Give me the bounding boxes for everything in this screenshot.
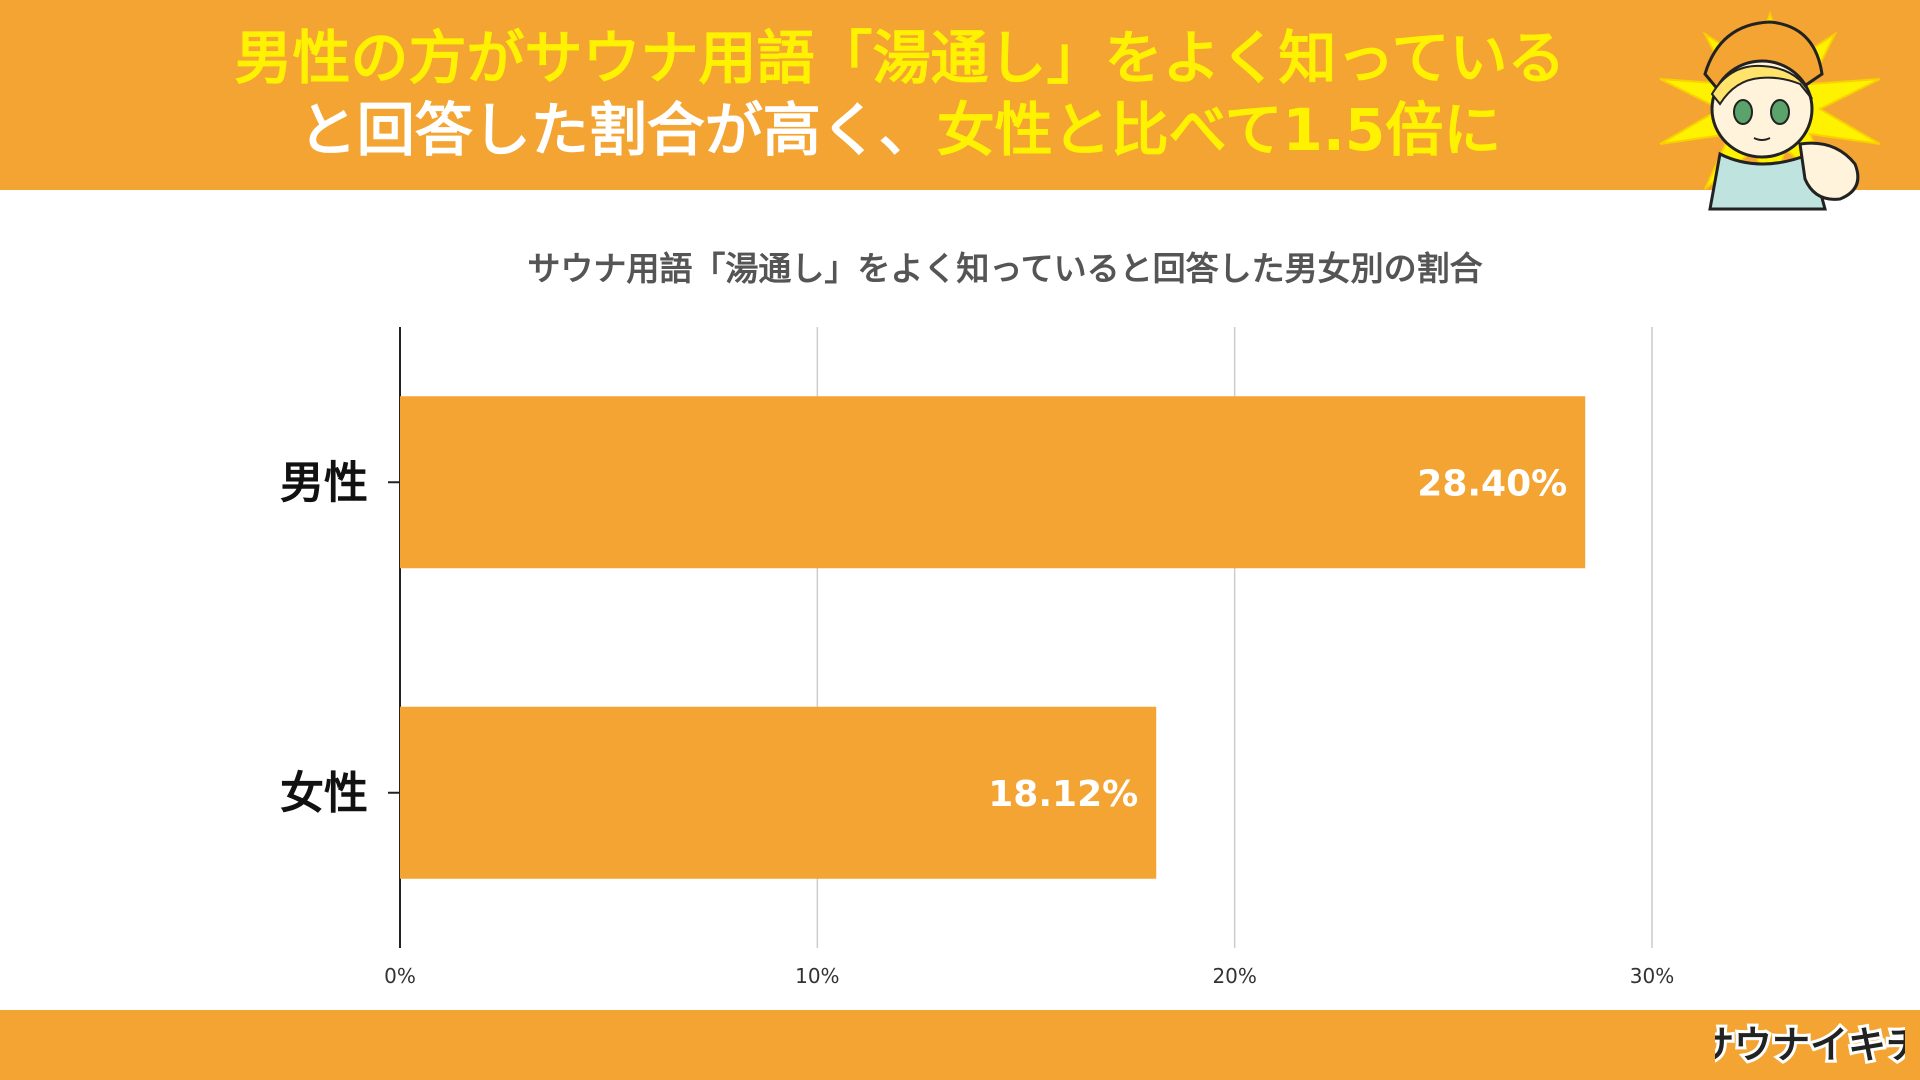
footer-bar xyxy=(0,1010,1920,1080)
bar-chart: 0% 10% 20% 30% 28.40% 男性 18.12% 女性 xyxy=(280,327,1674,988)
mascot-illustration xyxy=(1659,11,1881,211)
x-tick-label: 0% xyxy=(384,964,416,988)
header-banner: 男性の方がサウナ用語「湯通し」をよく知っている と回答した割合が高く、女性と比べ… xyxy=(0,0,1920,211)
bar xyxy=(400,396,1586,569)
category-label: 女性 xyxy=(280,768,368,819)
headline-line-2: と回答した割合が高く、女性と比べて1.5倍に xyxy=(150,94,1650,166)
chart-title: サウナ用語「湯通し」をよく知っていると回答した男女別の割合 xyxy=(527,249,1483,288)
x-tick-label: 20% xyxy=(1212,964,1256,988)
x-tick-label: 30% xyxy=(1630,964,1674,988)
bar-value-label: 18.12% xyxy=(988,774,1138,815)
bar xyxy=(400,706,1157,879)
brand-logo: サウナイキチ xyxy=(1715,1020,1905,1070)
x-tick-label: 10% xyxy=(795,964,839,988)
headline-line-2-white: と回答した割合が高く、 xyxy=(298,96,937,164)
bar-value-label: 28.40% xyxy=(1417,463,1567,504)
category-label: 男性 xyxy=(280,457,368,508)
headline-line-1: 男性の方がサウナ用語「湯通し」をよく知っている xyxy=(234,24,1566,92)
headline: 男性の方がサウナ用語「湯通し」をよく知っている と回答した割合が高く、女性と比べ… xyxy=(150,22,1650,166)
svg-text:サウナイキチ: サウナイキチ xyxy=(1715,1023,1905,1067)
headline-line-2-yellow: 女性と比べて1.5倍に xyxy=(936,96,1502,164)
